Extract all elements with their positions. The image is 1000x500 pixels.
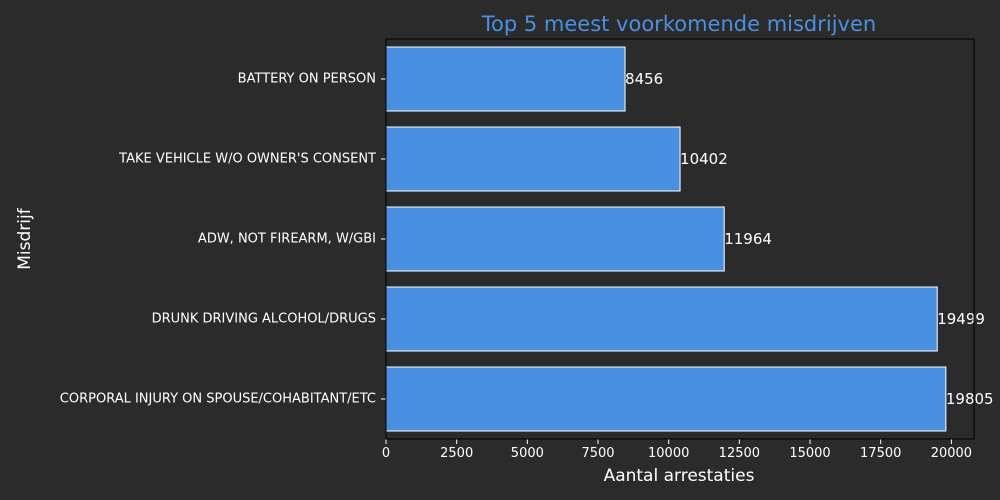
bar xyxy=(385,286,938,352)
y-tick-label: ADW, NOT FIREARM, W/GBI xyxy=(198,232,376,247)
x-tick-label: 5000 xyxy=(511,446,544,461)
plot-frame xyxy=(385,38,975,440)
x-tick-label: 15000 xyxy=(789,446,830,461)
value-labels: 19805 19499 11964 10402 8456 xyxy=(625,70,994,408)
data-label: 11964 xyxy=(724,230,772,248)
bar xyxy=(385,366,947,432)
bar xyxy=(385,46,626,112)
x-tick-label: 17500 xyxy=(860,446,901,461)
x-axis-label: Aantal arrestaties xyxy=(604,466,755,486)
data-label: 19805 xyxy=(946,390,994,408)
x-ticks: 0 2500 5000 7500 10000 12500 15000 17500 20000 xyxy=(382,439,972,461)
x-tick-label: 10000 xyxy=(648,446,689,461)
x-tick-label: 12500 xyxy=(719,446,760,461)
y-tick-label: BATTERY ON PERSON xyxy=(238,72,376,87)
x-tick-label: 20000 xyxy=(931,446,972,461)
data-label: 8456 xyxy=(625,70,663,88)
bar xyxy=(385,206,725,272)
bars-group xyxy=(385,46,947,432)
y-tick-labels: CORPORAL INJURY ON SPOUSE/COHABITANT/ETC… xyxy=(60,72,386,407)
x-tick-label: 0 xyxy=(382,446,390,461)
chart-title: Top 5 meest voorkomende misdrijven xyxy=(481,12,876,36)
data-label: 19499 xyxy=(937,310,985,328)
y-tick-label: DRUNK DRIVING ALCOHOL/DRUGS xyxy=(152,312,376,327)
data-label: 10402 xyxy=(680,150,728,168)
y-tick-label: CORPORAL INJURY ON SPOUSE/COHABITANT/ETC xyxy=(60,392,376,407)
y-axis-label: Misdrijf xyxy=(15,207,35,269)
x-tick-label: 7500 xyxy=(581,446,614,461)
x-tick-label: 2500 xyxy=(440,446,473,461)
y-tick-label: TAKE VEHICLE W/O OWNER'S CONSENT xyxy=(118,152,376,167)
bar xyxy=(385,126,681,192)
